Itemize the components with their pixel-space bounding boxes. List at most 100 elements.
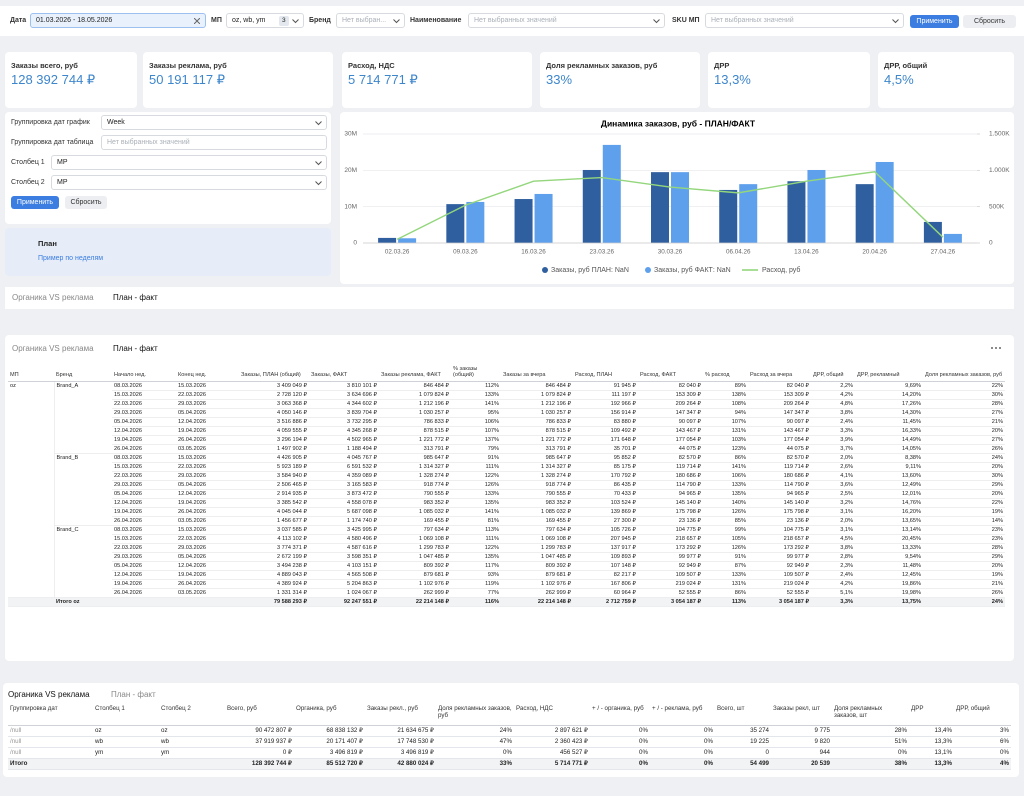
field-label: Группировка дат график [11, 119, 90, 126]
table-cell: 126% [703, 543, 748, 553]
bar [719, 189, 738, 243]
filter-label: SKU МП [672, 17, 700, 24]
field-select[interactable]: Week [101, 115, 327, 130]
mp-select[interactable]: oz, wb, ym 3 [226, 13, 304, 28]
table-cell: 2,3% [811, 561, 855, 571]
kpi-label: Заказы реклама, руб [149, 61, 227, 70]
table-cell: 175 798 ₽ [748, 507, 811, 517]
sku-select[interactable]: Нет выбранных значений [705, 13, 904, 28]
more-icon[interactable] [990, 346, 1002, 350]
table-cell: 13,65% [855, 516, 923, 526]
y-tick-label: 30M [344, 131, 357, 138]
reset-button[interactable]: Сбросить [963, 15, 1016, 28]
table-cell: 4 565 508 ₽ [309, 570, 379, 580]
field-select[interactable]: Нет выбранных значений [101, 135, 327, 150]
kpi-value: 50 191 117 ₽ [149, 72, 225, 87]
apply-button[interactable]: Применить [910, 15, 959, 28]
table-cell: 90 097 ₽ [638, 417, 703, 427]
table-cell: 0% [436, 747, 514, 759]
table-cell: 19.04.2026 [112, 579, 176, 589]
table-cell: 4 558 078 ₽ [309, 498, 379, 508]
table-row: 05.04.2026 12.04.2026 2 914 935 ₽3 873 472… [8, 489, 1005, 499]
filter-label: Бренд [309, 17, 331, 24]
column-header: Заказы, ФАКТ [309, 357, 379, 382]
table-cell: 109 507 ₽ [638, 570, 703, 580]
field-select[interactable]: МР [51, 155, 327, 170]
table-cell: 2 897 621 ₽ [514, 725, 590, 737]
table-cell: 4 045 044 ₽ [239, 507, 309, 517]
data-table: Группировка дат Столбец 1 Столбец 2 Всего, … [8, 705, 1011, 770]
table-cell: 4 050 146 ₽ [239, 408, 309, 418]
table-cell: 19.04.2026 [112, 435, 176, 445]
field-select[interactable]: МР [51, 175, 327, 190]
table-cell: 16,33% [855, 426, 923, 436]
table-cell: 106% [451, 417, 501, 427]
kpi-card: ДРР, общий 4,5% [878, 52, 1014, 108]
table-cell: 99 977 ₽ [748, 552, 811, 562]
table-cell: 137% [451, 435, 501, 445]
table-cell: 1 047 485 ₽ [379, 552, 451, 562]
table-cell: 3,7% [811, 444, 855, 454]
column-header: + / - органика, руб [590, 705, 650, 726]
table-cell: 19.04.2026 [112, 507, 176, 517]
table-cell: 133% [703, 570, 748, 580]
table-panel: Органика VS реклама План - факт Группиро… [3, 683, 1019, 777]
table-cell: 03.05.2026 [176, 516, 239, 526]
table-cell: 12.04.2026 [176, 489, 239, 499]
table-cell: 1 456 677 ₽ [239, 516, 309, 526]
table-cell: 1 314 327 ₽ [379, 462, 451, 472]
table-cell: 0% [954, 747, 1011, 759]
table-cell: 143 467 ₽ [638, 426, 703, 436]
table-cell: 106% [703, 471, 748, 481]
table-cell: 26% [923, 588, 1005, 598]
table-cell: 23 136 ₽ [748, 516, 811, 526]
table-cell: 918 774 ₽ [501, 480, 573, 490]
tab[interactable]: Органика VS реклама [12, 344, 94, 353]
tab[interactable]: План - факт [111, 690, 156, 699]
tab-active[interactable]: Органика VS реклама [8, 690, 90, 699]
table-cell: 82 570 ₽ [638, 453, 703, 463]
table-cell: 23 136 ₽ [638, 516, 703, 526]
kpi-label: Заказы всего, руб [11, 61, 78, 70]
table-row: 12.04.2026 19.04.2026 4 889 043 ₽4 565 508… [8, 570, 1005, 580]
table-cell: 790 555 ₽ [501, 489, 573, 499]
name-select[interactable]: Нет выбранных значений [468, 13, 665, 28]
placeholder: Нет выбранных значений [474, 17, 557, 24]
tab-active[interactable]: План - факт [113, 293, 158, 302]
placeholder: Нет выбран... [342, 17, 387, 24]
table-cell: 85% [703, 516, 748, 526]
reset-button[interactable]: Сбросить [65, 196, 107, 209]
table-cell: 35 274 [715, 725, 771, 737]
table-cell: 17 748 530 ₽ [365, 736, 436, 748]
table-cell: 27 300 ₽ [573, 516, 638, 526]
table-cell: 4,2% [811, 579, 855, 589]
table-cell: 11,48% [855, 561, 923, 571]
tab-active[interactable]: План - факт [113, 344, 158, 353]
table-cell: 87% [703, 561, 748, 571]
bar [514, 199, 533, 243]
kpi-value: 128 392 744 ₽ [11, 72, 96, 87]
table-row: 05.04.2026 12.04.2026 3 516 886 ₽3 732 295… [8, 417, 1005, 427]
table-cell: 2,0% [811, 453, 855, 463]
table-cell: 103% [703, 435, 748, 445]
table-cell: 1 212 196 ₽ [379, 399, 451, 409]
clear-icon[interactable] [194, 18, 200, 24]
field-label: Группировка дат таблица [11, 139, 94, 146]
plan-link[interactable]: Пример по неделям [38, 255, 104, 262]
table-cell: 52 555 ₽ [638, 588, 703, 598]
tab[interactable]: Органика VS реклама [12, 293, 94, 302]
column-header: ДРР [909, 705, 954, 726]
chart-title: Динамика заказов, руб - ПЛАН/ФАКТ [601, 118, 756, 128]
kpi-label: ДРР, общий [884, 61, 928, 70]
brand-select[interactable]: Нет выбран... [336, 13, 405, 28]
x-tick-label: 02.03.26 [385, 249, 410, 256]
table-cell: wb [159, 736, 225, 748]
line [396, 171, 944, 240]
apply-button[interactable]: Применить [11, 196, 59, 209]
table-cell: 13,14% [855, 525, 923, 535]
kpi-card: Доля рекламных заказов, руб 33% [540, 52, 700, 108]
column-header: Начало нед. [112, 357, 176, 382]
kpi-card: Заказы всего, руб 128 392 744 ₽ [5, 52, 137, 108]
date-input[interactable]: 01.03.2026 - 18.05.2026 [30, 13, 206, 28]
table-cell: 209 264 ₽ [638, 399, 703, 409]
